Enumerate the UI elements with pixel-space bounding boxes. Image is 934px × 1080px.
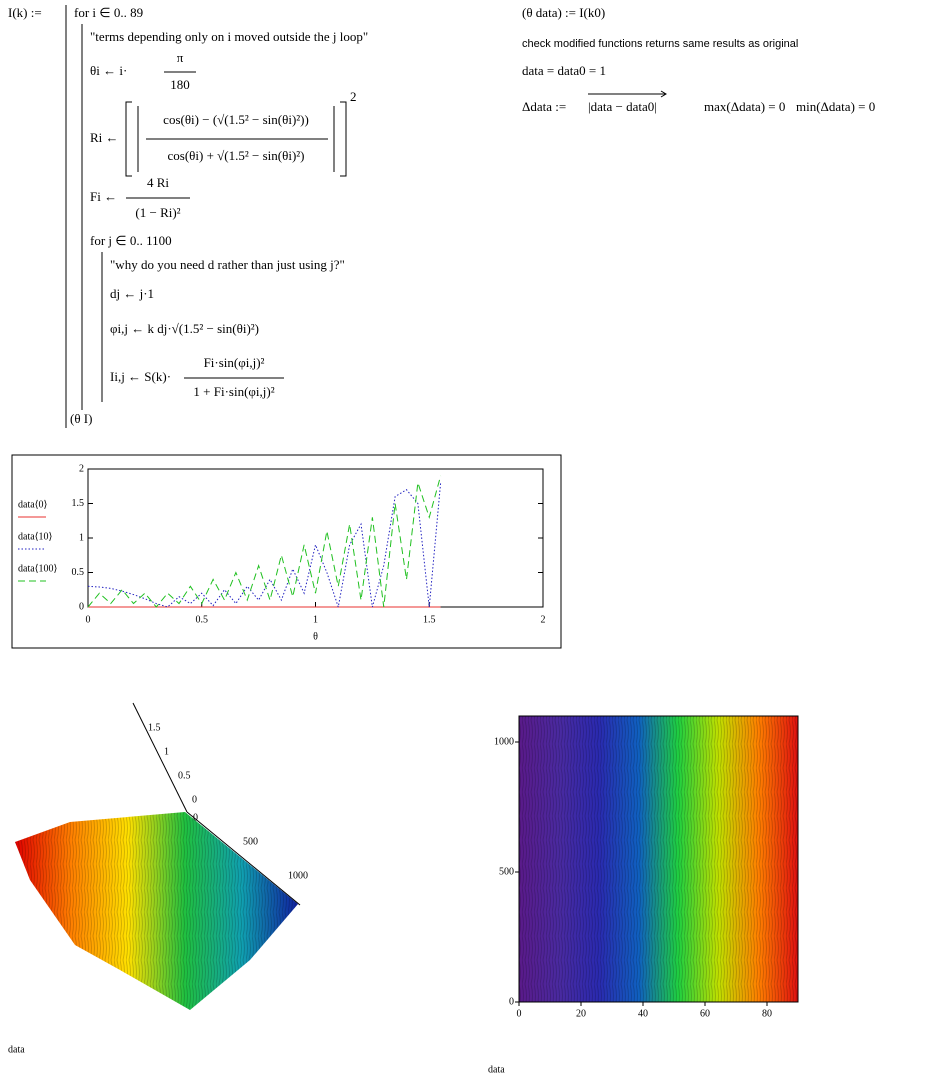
axis-tick-label: 500: [243, 836, 258, 847]
plot-frame: [11, 454, 562, 649]
axis-tick-label: 1: [164, 746, 169, 757]
assignment: Fi ←: [90, 189, 117, 204]
surface-texture: [15, 812, 298, 1010]
for-loop: for i ∈ 0.. 89: [74, 5, 143, 20]
legend-label: data⟨10⟩: [18, 531, 53, 542]
min-result: min(Δdata) = 0: [796, 99, 875, 114]
note: check modified functions returns same re…: [522, 38, 798, 50]
x-tick-label: 0.5: [196, 614, 209, 625]
plot-area: [518, 715, 799, 1003]
y-tick-label: 0: [79, 601, 84, 612]
y-tick-label: 1: [79, 532, 84, 543]
surface-plot: 1.5 1 0.5 0 0 500 1000 data: [8, 702, 308, 1055]
numerator: π: [177, 50, 184, 65]
contour-texture: [519, 716, 798, 1002]
vectorize-arrow: [588, 90, 667, 98]
legend-label: data⟨0⟩: [18, 499, 48, 510]
call: (θ data) := I(k0): [522, 5, 605, 20]
x-tick-label: 80: [762, 1008, 772, 1019]
line-plot: 0 0.5 1 1.5 2 0 0.5 1 1.5 2 θ data⟨0⟩ data⟨10⟩ data⟨1…: [18, 463, 546, 642]
y-tick-label: 1000: [494, 736, 514, 747]
x-tick-label: 1.5: [423, 614, 436, 625]
contour-plot: 0 20 40 60 80 0 500 1000 data: [488, 715, 799, 1075]
axis: [186, 811, 301, 906]
numerator: Fi·sin(φi,j)²: [204, 355, 265, 370]
axis: [132, 702, 188, 813]
numerator: cos(θi) − (√(1.5² − sin(θi)²)): [163, 112, 309, 127]
y-tick-label: 0: [509, 996, 514, 1007]
definition: I(k) :=: [8, 5, 42, 20]
axis-tick-label: 0.5: [178, 770, 191, 781]
assignment: Ii,j ← S(k)·: [110, 369, 171, 384]
denominator: 180: [170, 77, 190, 92]
axis-tick-label: 1.5: [148, 722, 161, 733]
max-result: max(Δdata) = 0: [704, 99, 785, 114]
legend-label: data⟨100⟩: [18, 563, 58, 574]
x-tick-label: 0: [86, 614, 91, 625]
brackets: [125, 101, 347, 177]
denominator: (1 − Ri)²: [135, 205, 180, 220]
delta-expression: |data − data0|: [588, 99, 657, 114]
denominator: cos(θi) + √(1.5² − sin(θi)²): [168, 148, 305, 163]
plot-area: [87, 468, 544, 608]
x-tick-label: 2: [541, 614, 546, 625]
assignment: θi ← i·: [90, 63, 127, 78]
assignment: dj ← j·1: [110, 286, 154, 301]
exponent: 2: [350, 89, 357, 104]
x-tick-label: 60: [700, 1008, 710, 1019]
denominator: 1 + Fi·sin(φi,j)²: [193, 384, 274, 399]
x-tick-label: 1: [313, 614, 318, 625]
for-loop: for j ∈ 0.. 1100: [90, 233, 172, 248]
numerator: 4 Ri: [147, 175, 169, 190]
series-line: [87, 482, 442, 608]
comment: "terms depending only on i moved outside…: [90, 29, 368, 44]
series-line: [87, 475, 442, 608]
x-tick-label: 40: [638, 1008, 648, 1019]
x-tick-label: 0: [517, 1008, 522, 1019]
x-tick-label: 20: [576, 1008, 586, 1019]
caption: data: [488, 1064, 505, 1075]
axis-tick-label: 0: [192, 794, 197, 805]
y-tick-label: 2: [79, 463, 84, 474]
axis-tick-label: 0: [193, 812, 198, 823]
x-axis-label: θ: [313, 631, 318, 642]
y-tick-label: 1.5: [72, 498, 85, 509]
assignment: φi,j ← k dj·√(1.5² − sin(θi)²): [110, 321, 259, 336]
y-tick-label: 0.5: [72, 567, 85, 578]
axis-tick-label: 1000: [288, 870, 308, 881]
assignment: Ri ←: [90, 130, 119, 145]
comparison: data = data0 = 1: [522, 63, 606, 78]
y-tick-label: 500: [499, 866, 514, 877]
comment: "why do you need d rather than just usin…: [110, 257, 345, 272]
caption: data: [8, 1044, 25, 1055]
result: (θ I): [70, 411, 92, 426]
delta-definition: Δdata :=: [522, 99, 566, 114]
